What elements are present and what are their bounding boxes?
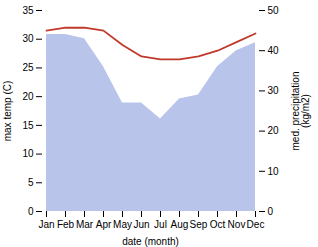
svg-text:15: 15: [22, 120, 34, 131]
svg-text:5: 5: [28, 177, 34, 188]
svg-text:max temp (C): max temp (C): [2, 81, 13, 142]
svg-text:date (month): date (month): [122, 236, 179, 247]
svg-text:Nov: Nov: [228, 219, 246, 230]
svg-text:10: 10: [268, 166, 280, 177]
svg-text:50: 50: [268, 5, 280, 16]
svg-text:Mar: Mar: [76, 219, 94, 230]
svg-text:35: 35: [22, 5, 34, 16]
svg-text:25: 25: [22, 62, 34, 73]
svg-text:0: 0: [268, 206, 274, 217]
svg-text:med. precipitation(kg/m2): med. precipitation(kg/m2): [290, 72, 311, 151]
svg-text:10: 10: [22, 148, 34, 159]
svg-text:Sep: Sep: [190, 219, 208, 230]
svg-text:Apr: Apr: [96, 219, 112, 230]
svg-text:30: 30: [268, 85, 280, 96]
svg-text:Jun: Jun: [133, 219, 149, 230]
svg-text:Feb: Feb: [57, 219, 75, 230]
svg-text:Oct: Oct: [210, 219, 226, 230]
svg-text:40: 40: [268, 45, 280, 56]
svg-text:Jul: Jul: [154, 219, 167, 230]
svg-text:Jan: Jan: [38, 219, 54, 230]
svg-text:0: 0: [28, 206, 34, 217]
svg-text:Aug: Aug: [171, 219, 189, 230]
svg-text:Dec: Dec: [247, 219, 265, 230]
svg-text:20: 20: [268, 125, 280, 136]
svg-text:May: May: [113, 219, 132, 230]
svg-text:20: 20: [22, 91, 34, 102]
svg-text:30: 30: [22, 33, 34, 44]
